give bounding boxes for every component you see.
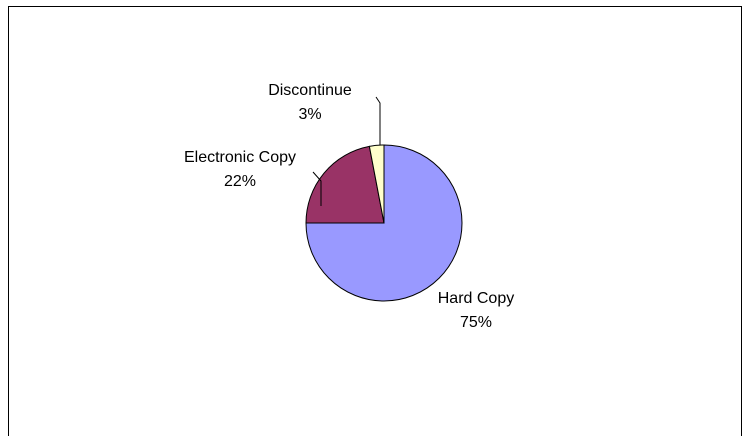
leader-line-discontinue (375, 96, 381, 145)
slice-label-discontinue: Discontinue (268, 82, 352, 99)
slice-percent-hard-copy: 75% (460, 314, 492, 331)
leader-lines (312, 96, 381, 206)
slice-percent-discontinue: 3% (298, 106, 321, 123)
pie-slice-hard-copy (305, 144, 463, 302)
leader-line-electronic-copy (312, 171, 322, 206)
pie-chart: Hard Copy 75% Electronic Copy 22% Discontinu… (184, 82, 514, 331)
slice-label-hard-copy: Hard Copy (438, 290, 514, 307)
slice-label-electronic-copy: Electronic Copy (184, 149, 296, 166)
chart-area: Hard Copy 75% Electronic Copy 22% Discontinu… (8, 6, 742, 436)
pie-slice-electronic-copy (305, 145, 385, 224)
pie-slice-discontinue (368, 144, 385, 224)
pie-slices (305, 144, 463, 302)
slice-labels: Hard Copy 75% Electronic Copy 22% Discontinu… (184, 82, 514, 331)
slice-percent-electronic-copy: 22% (224, 173, 256, 190)
